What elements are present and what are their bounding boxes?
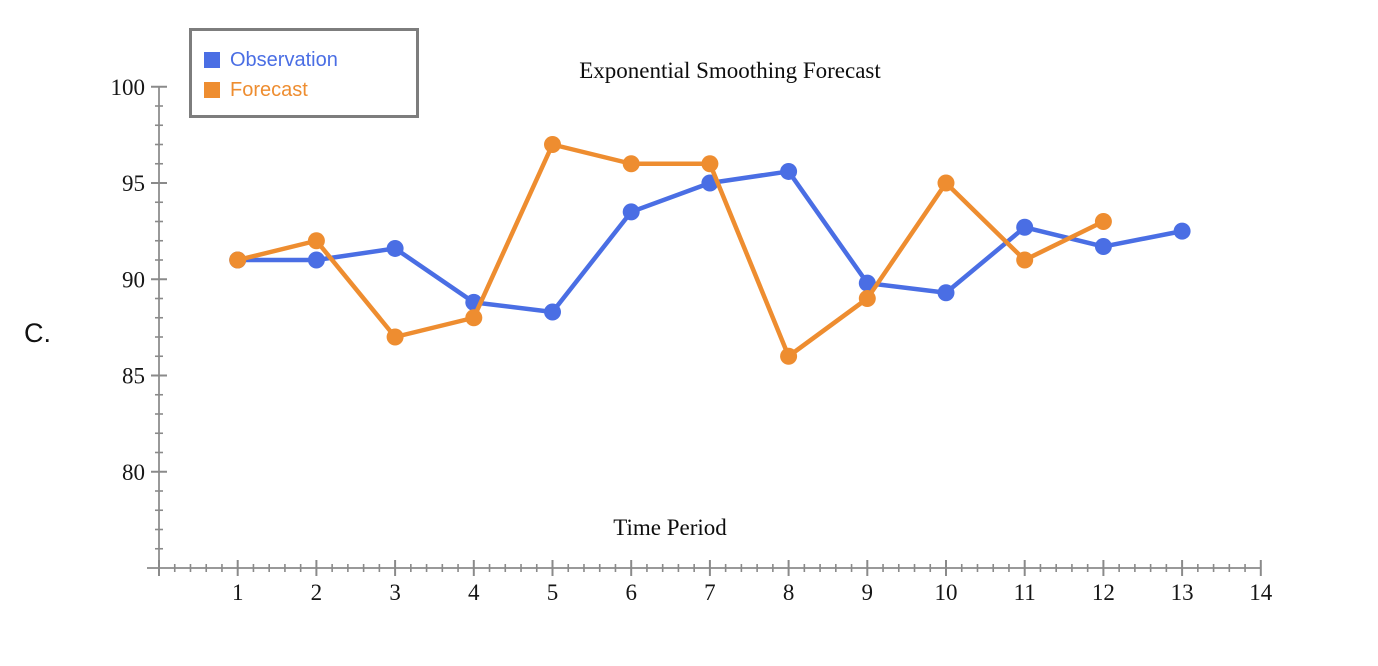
legend-label-observation: Observation <box>230 48 338 71</box>
series-line-forecast <box>235 142 1106 359</box>
data-point-forecast <box>465 309 483 327</box>
data-point-forecast <box>780 347 798 365</box>
x-tick-label: 14 <box>1249 580 1273 605</box>
y-tick-label: 80 <box>122 460 145 485</box>
series-line-observation <box>235 169 1185 315</box>
legend-label-forecast: Forecast <box>230 78 308 101</box>
y-tick-label: 95 <box>122 171 145 196</box>
data-point-observation <box>544 303 561 321</box>
x-tick-label: 11 <box>1014 580 1036 605</box>
data-point-observation <box>622 203 640 221</box>
chart-title: Exponential Smoothing Forecast <box>579 58 881 83</box>
x-tick-label: 12 <box>1092 580 1115 605</box>
data-point-observation <box>1016 218 1034 236</box>
data-point-observation <box>937 284 955 302</box>
data-point-observation <box>1173 222 1191 240</box>
data-point-forecast <box>307 232 325 250</box>
data-point-forecast <box>622 155 640 173</box>
x-tick-label: 3 <box>389 580 401 605</box>
legend-item-observation: Observation <box>204 47 404 73</box>
data-point-forecast <box>544 136 561 153</box>
data-point-forecast <box>386 328 404 346</box>
x-axis-title: Time Period <box>613 515 727 540</box>
data-point-observation <box>1094 238 1112 256</box>
x-tick-label: 10 <box>935 580 958 605</box>
page-item-label: C. <box>24 318 51 348</box>
y-tick-label: 100 <box>111 75 146 100</box>
x-tick-label: 5 <box>547 580 559 605</box>
data-point-observation <box>386 239 404 257</box>
x-tick-label: 9 <box>862 580 874 605</box>
x-tick-label: 2 <box>311 580 323 605</box>
observation-swatch-icon <box>204 52 220 68</box>
x-tick-label: 1 <box>232 580 244 605</box>
data-point-observation <box>307 251 325 269</box>
data-point-forecast <box>1094 213 1112 230</box>
legend-box: Observation Forecast <box>189 28 419 118</box>
y-tick-label: 85 <box>122 364 145 389</box>
data-point-forecast <box>1016 251 1034 269</box>
x-tick-label: 13 <box>1171 580 1194 605</box>
y-tick-label: 90 <box>122 267 145 292</box>
data-point-forecast <box>858 290 876 307</box>
forecast-swatch-icon <box>204 82 220 98</box>
x-tick-label: 4 <box>468 580 480 605</box>
legend-item-forecast: Forecast <box>204 77 404 103</box>
data-point-forecast <box>937 174 955 192</box>
data-point-observation <box>780 162 798 180</box>
data-point-forecast <box>701 155 719 173</box>
x-tick-label: 7 <box>704 580 716 605</box>
x-tick-label: 8 <box>783 580 795 605</box>
data-point-forecast <box>229 251 247 269</box>
x-tick-label: 6 <box>625 580 637 605</box>
data-point-observation <box>858 274 876 292</box>
